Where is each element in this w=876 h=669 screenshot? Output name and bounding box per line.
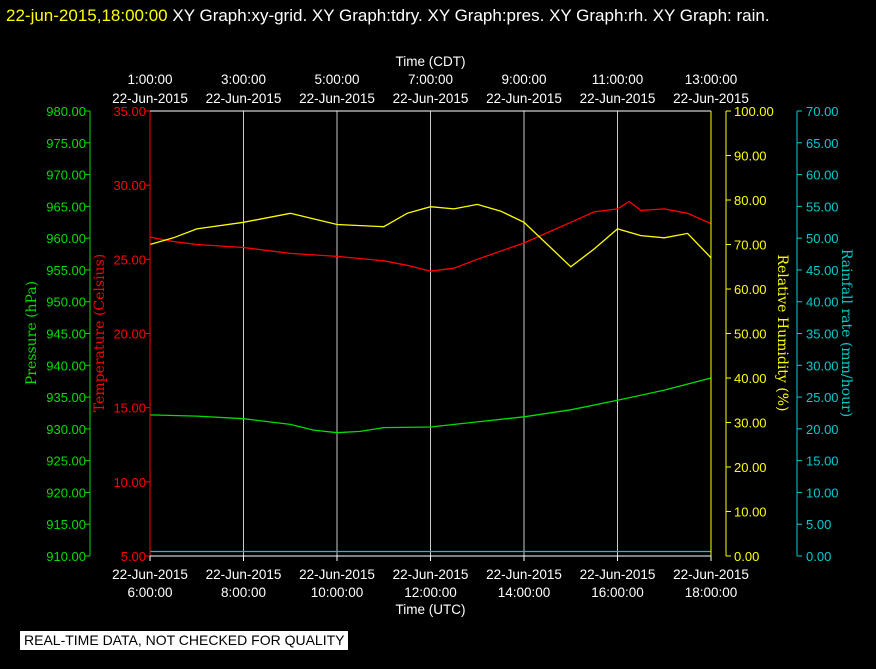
x-top-tick-time: 11:00:00	[592, 72, 644, 87]
humidity-tick-label: 90.00	[734, 149, 767, 164]
humidity-axis-title: Relative Humidity (%)	[774, 254, 790, 411]
rain-tick-label: 20.00	[806, 422, 839, 437]
x-bottom-tick-date: 22-Jun-2015	[486, 567, 562, 582]
rain-axis-title: Rainfall rate (mm/hour)	[838, 249, 854, 417]
x-top-tick-date: 22-Jun-2015	[673, 91, 749, 106]
x-bottom-tick-date: 22-Jun-2015	[206, 567, 282, 582]
x-top-tick-date: 22-Jun-2015	[393, 91, 469, 106]
humidity-tick-label: 60.00	[734, 282, 767, 297]
x-bottom-tick-time: 10:00:00	[311, 585, 364, 600]
pressure-tick-label: 910.00	[46, 549, 86, 564]
x-bottom-tick-time: 6:00:00	[127, 585, 172, 600]
x-bottom-tick-time: 8:00:00	[221, 585, 266, 600]
x-top-tick-date: 22-Jun-2015	[206, 91, 282, 106]
pressure-tick-label: 925.00	[46, 454, 86, 469]
timestamp: 22-jun-2015,18:00:00	[6, 6, 168, 25]
pressure-series-line	[149, 377, 712, 434]
temperature-tick-label: 25.00	[113, 252, 146, 267]
rain-tick-label: 10.00	[806, 485, 839, 500]
temperature-series-line	[149, 200, 712, 272]
pressure-tick-label: 980.00	[46, 104, 86, 119]
pressure-tick-label: 970.00	[46, 168, 86, 183]
humidity-series-line	[149, 203, 712, 268]
pressure-tick-label: 930.00	[46, 422, 86, 437]
temperature-tick-label: 5.00	[121, 549, 146, 564]
rain-tick-label: 0.00	[806, 549, 831, 564]
temperature-tick-label: 35.00	[113, 104, 146, 119]
rain-tick-label: 70.00	[806, 104, 839, 119]
x-top-tick-time: 3:00:00	[221, 72, 266, 87]
humidity-tick-label: 50.00	[734, 327, 767, 342]
rain-tick-label: 45.00	[806, 263, 839, 278]
pressure-tick-label: 915.00	[46, 517, 86, 532]
humidity-tick-label: 20.00	[734, 460, 767, 475]
x-top-tick-time: 13:00:00	[685, 72, 738, 87]
rain-tick-label: 30.00	[806, 358, 839, 373]
temperature-tick-label: 30.00	[113, 178, 146, 193]
humidity-tick-label: 0.00	[734, 549, 759, 564]
rain-tick-label: 15.00	[806, 454, 839, 469]
pressure-tick-label: 935.00	[46, 390, 86, 405]
axis-labels: 910.00 915.00 920.00 925.00 930.00 935.00 940.…	[24, 54, 854, 617]
x-top-tick-time: 7:00:00	[408, 72, 453, 87]
humidity-tick-label: 100.00	[734, 104, 774, 119]
pressure-tick-label: 960.00	[46, 231, 86, 246]
axes	[85, 110, 802, 561]
temperature-tick-label: 20.00	[113, 327, 146, 342]
pressure-tick-label: 975.00	[46, 136, 86, 151]
pressure-axis-title: Pressure (hPa)	[24, 281, 40, 385]
x-top-tick-date: 22-Jun-2015	[299, 91, 375, 106]
graph-list: XY Graph:xy-grid. XY Graph:tdry. XY Grap…	[172, 6, 770, 25]
x-top-tick-time: 9:00:00	[501, 72, 546, 87]
rain-tick-label: 50.00	[806, 231, 839, 246]
temperature-tick-label: 15.00	[113, 401, 146, 416]
x-top-tick-date: 22-Jun-2015	[580, 91, 656, 106]
rain-tick-label: 35.00	[806, 327, 839, 342]
series-lines	[149, 200, 712, 553]
pressure-tick-label: 945.00	[46, 327, 86, 342]
rain-tick-label: 55.00	[806, 199, 839, 214]
humidity-tick-label: 80.00	[734, 193, 767, 208]
x-bottom-tick-time: 18:00:00	[685, 585, 738, 600]
pressure-tick-label: 940.00	[46, 358, 86, 373]
grid-lines	[243, 111, 618, 556]
x-bottom-tick-date: 22-Jun-2015	[673, 567, 749, 582]
rain-tick-label: 65.00	[806, 136, 839, 151]
x-top-tick-date: 22-Jun-2015	[486, 91, 562, 106]
pressure-tick-label: 950.00	[46, 295, 86, 310]
x-bottom-axis-title: Time (UTC)	[396, 602, 466, 617]
humidity-tick-label: 10.00	[734, 505, 767, 520]
x-bottom-tick-date: 22-Jun-2015	[393, 567, 469, 582]
pressure-tick-label: 955.00	[46, 263, 86, 278]
x-bottom-tick-date: 22-Jun-2015	[112, 567, 188, 582]
rain-tick-label: 40.00	[806, 295, 839, 310]
x-bottom-tick-time: 12:00:00	[404, 585, 457, 600]
pressure-tick-label: 965.00	[46, 199, 86, 214]
x-bottom-tick-date: 22-Jun-2015	[299, 567, 375, 582]
x-bottom-tick-time: 14:00:00	[498, 585, 551, 600]
humidity-tick-label: 70.00	[734, 238, 767, 253]
pressure-tick-label: 920.00	[46, 485, 86, 500]
x-top-axis-title: Time (CDT)	[396, 54, 466, 69]
rain-tick-label: 5.00	[806, 517, 831, 532]
temperature-axis-title: Temperature (Celsius)	[92, 254, 108, 412]
graph-title: 22-jun-2015,18:00:00 XY Graph:xy-grid. X…	[6, 2, 866, 29]
x-bottom-tick-time: 16:00:00	[591, 585, 644, 600]
x-bottom-tick-date: 22-Jun-2015	[580, 567, 656, 582]
humidity-tick-label: 40.00	[734, 371, 767, 386]
humidity-tick-label: 30.00	[734, 416, 767, 431]
rain-tick-label: 25.00	[806, 390, 839, 405]
x-top-tick-time: 5:00:00	[314, 72, 359, 87]
x-top-tick-date: 22-Jun-2015	[112, 91, 188, 106]
x-top-tick-time: 1:00:00	[127, 72, 172, 87]
temperature-tick-label: 10.00	[113, 475, 146, 490]
rain-tick-label: 60.00	[806, 168, 839, 183]
quality-notice: REAL-TIME DATA, NOT CHECKED FOR QUALITY	[20, 631, 349, 650]
